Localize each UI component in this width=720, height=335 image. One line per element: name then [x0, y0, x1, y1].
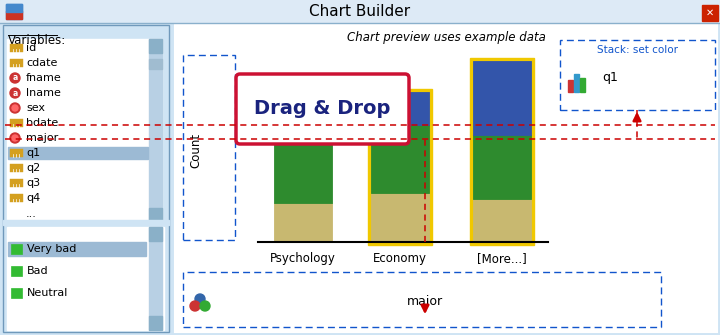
Bar: [371, 193, 429, 242]
Bar: [149, 59, 162, 69]
Text: q4: q4: [26, 193, 40, 203]
Text: [More...]: [More...]: [477, 252, 527, 265]
Text: ✕: ✕: [706, 8, 714, 18]
Text: lname: lname: [26, 88, 61, 98]
Bar: [11, 244, 22, 254]
Bar: [10, 179, 23, 187]
Bar: [274, 139, 332, 203]
Bar: [10, 164, 23, 172]
Text: Variables:: Variables:: [8, 34, 66, 47]
Bar: [149, 227, 162, 241]
Bar: [183, 272, 661, 327]
Bar: [0, 23, 172, 335]
Circle shape: [10, 103, 20, 113]
Circle shape: [12, 105, 18, 111]
Bar: [574, 74, 579, 92]
Bar: [6, 11, 14, 19]
Bar: [11, 288, 22, 298]
Bar: [568, 80, 573, 92]
Text: cdate: cdate: [26, 58, 58, 68]
Text: id: id: [26, 43, 36, 53]
Circle shape: [200, 301, 210, 311]
Bar: [274, 96, 332, 139]
Bar: [368, 89, 432, 245]
Text: q1: q1: [602, 71, 618, 84]
Circle shape: [10, 88, 20, 98]
Bar: [560, 40, 715, 110]
Text: Economy: Economy: [373, 252, 427, 265]
Text: Very bad: Very bad: [27, 244, 76, 254]
Text: q1: q1: [26, 148, 40, 158]
Circle shape: [190, 301, 200, 311]
Bar: [10, 149, 23, 157]
Text: Stack: set color: Stack: set color: [597, 45, 678, 55]
Bar: [175, 24, 717, 332]
Bar: [274, 203, 332, 242]
Bar: [10, 44, 23, 52]
Bar: [10, 59, 23, 67]
Bar: [7, 39, 162, 222]
Text: major: major: [407, 294, 443, 308]
Bar: [473, 61, 531, 135]
Circle shape: [10, 73, 20, 83]
Text: ...: ...: [26, 209, 37, 219]
Text: Chart Builder: Chart Builder: [310, 4, 410, 19]
Bar: [8, 242, 146, 256]
Circle shape: [10, 133, 20, 143]
Text: Count: Count: [189, 132, 202, 168]
Bar: [371, 125, 429, 193]
Bar: [14, 11, 22, 19]
Text: major: major: [26, 133, 58, 143]
Bar: [3, 220, 169, 225]
Text: Psychology: Psychology: [270, 252, 336, 265]
Bar: [3, 25, 169, 332]
Bar: [6, 4, 22, 19]
Text: Bad: Bad: [27, 266, 49, 276]
Bar: [473, 135, 531, 199]
Text: a: a: [12, 73, 17, 82]
Text: a: a: [12, 88, 17, 97]
Bar: [149, 39, 162, 53]
Text: Chart preview uses example data: Chart preview uses example data: [346, 31, 546, 44]
Bar: [10, 194, 23, 202]
Bar: [183, 55, 235, 240]
Text: q2: q2: [26, 163, 40, 173]
Bar: [7, 227, 164, 330]
Bar: [149, 39, 162, 222]
Bar: [0, 0, 720, 23]
Text: sex: sex: [26, 103, 45, 113]
Text: q3: q3: [26, 178, 40, 188]
Bar: [8, 147, 148, 159]
Bar: [473, 199, 531, 242]
FancyBboxPatch shape: [236, 74, 409, 144]
Bar: [149, 227, 162, 330]
Bar: [10, 119, 23, 127]
Text: fname: fname: [26, 73, 62, 83]
Bar: [702, 5, 718, 21]
Bar: [580, 78, 585, 92]
Bar: [149, 316, 162, 330]
Bar: [6, 4, 22, 12]
Bar: [11, 266, 22, 276]
Text: Neutral: Neutral: [27, 288, 68, 298]
Bar: [371, 92, 429, 125]
Text: Drag & Drop: Drag & Drop: [254, 99, 391, 119]
Text: bdate: bdate: [26, 118, 58, 128]
Circle shape: [195, 294, 205, 304]
Circle shape: [12, 135, 18, 141]
Bar: [470, 58, 534, 245]
Bar: [149, 208, 162, 222]
